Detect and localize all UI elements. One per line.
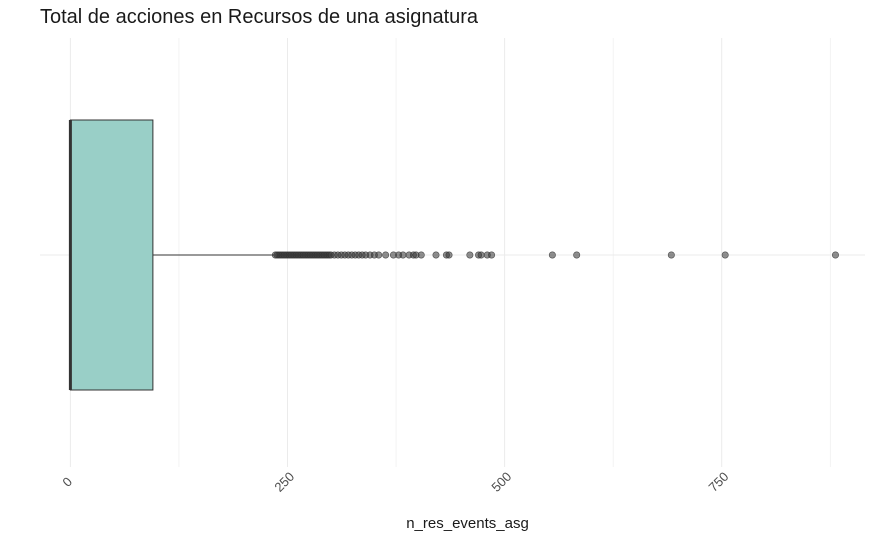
outlier-point (721, 251, 729, 259)
outlier-point (466, 251, 474, 259)
outlier-point (667, 251, 675, 259)
x-tick-label-0: 0 (59, 474, 75, 490)
outlier-point (831, 251, 839, 259)
outlier-point (417, 251, 425, 259)
outlier-point (399, 251, 407, 259)
outlier-point (573, 251, 581, 259)
box-iqr (69, 119, 154, 391)
box-layer (68, 119, 275, 391)
x-axis-title: n_res_events_asg (406, 515, 529, 532)
x-tick-label-3: 750 (706, 469, 732, 495)
outlier-point (488, 251, 496, 259)
tick-layer: 0 250 500 750 (59, 469, 731, 495)
outlier-point (375, 251, 383, 259)
outlier-point (548, 251, 556, 259)
outlier-point (445, 251, 453, 259)
chart-title: Total de acciones en Recursos de una asi… (40, 6, 479, 28)
outlier-point (477, 251, 485, 259)
outlier-point (382, 251, 390, 259)
outlier-point (432, 251, 440, 259)
grid-layer (40, 38, 865, 467)
outlier-layer (271, 251, 839, 259)
x-tick-label-1: 250 (271, 469, 297, 495)
x-tick-label-2: 500 (488, 469, 514, 495)
